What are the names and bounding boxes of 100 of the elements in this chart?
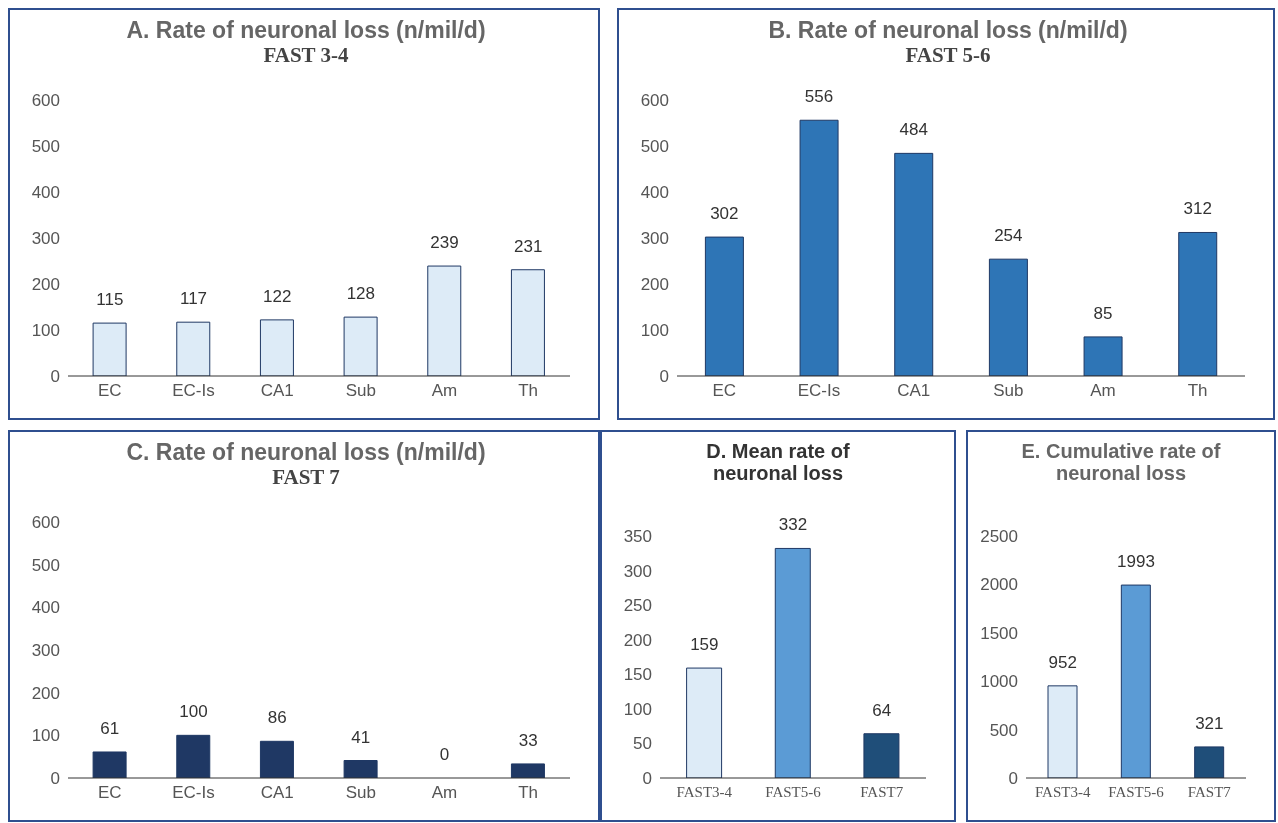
y-tick-label: 400 [640,183,669,203]
x-tick-label: Th [1187,381,1208,401]
y-tick-label: 50 [633,734,652,754]
x-tick-label: EC [712,381,737,401]
x-tick-label: EC-Is [797,381,841,401]
data-label: 239 [430,233,459,253]
x-tick-label: EC-Is [172,381,215,401]
y-tick-label: 500 [31,137,60,157]
y-tick-label: 600 [640,91,669,111]
y-tick-label: 500 [989,720,1018,740]
x-tick-label: FAST5-6 [765,783,822,800]
y-tick-label: 0 [1008,769,1018,789]
bar [510,269,545,376]
chart-subtitle: FAST 5-6 [904,43,992,69]
y-tick-label: 0 [659,367,669,387]
x-tick-label: FAST5-6 [1108,783,1165,800]
x-tick-label: Sub [345,381,376,401]
data-label: 122 [262,286,292,306]
y-tick-label: 0 [50,367,60,387]
y-tick-label: 100 [623,699,652,719]
data-label: 86 [267,708,287,728]
bar [863,733,900,778]
chart-title: B. Rate of neuronal loss (n/mil/d) [767,17,1129,44]
y-tick-label: 300 [640,229,669,249]
chart-subtitle: FAST 7 [271,465,341,491]
bar [92,322,127,376]
y-tick-label: 200 [31,275,60,295]
y-tick-label: 100 [31,321,60,341]
data-label: 117 [179,289,208,309]
chart-subtitle: FAST 3-4 [262,43,350,69]
y-tick-label: 0 [642,769,652,789]
chart-title: C. Rate of neuronal loss (n/mil/d) [125,439,487,466]
y-tick-label: 200 [31,683,60,703]
y-tick-label: 250 [623,596,652,616]
data-label: 321 [1195,713,1224,733]
data-label: 100 [179,702,208,722]
chart-title: E. Cumulative rate of neuronal loss [1020,440,1222,484]
x-tick-label: CA1 [260,783,294,803]
y-tick-label: 1000 [980,672,1018,692]
data-label: 33 [518,730,538,750]
bar [1178,231,1218,376]
x-tick-label: Sub [345,783,376,803]
data-label: 484 [899,120,928,140]
x-tick-label: EC-Is [172,783,215,803]
data-label: 556 [804,87,834,107]
x-tick-label: Th [518,783,539,803]
x-tick-label: FAST3-4 [1034,783,1091,800]
bar [1194,746,1225,778]
x-tick-label: Sub [993,381,1024,401]
bar [176,321,211,376]
data-label: 41 [351,727,371,747]
chart-title: D. Mean rate of neuronal loss [705,440,851,484]
data-label: 61 [100,718,120,738]
y-tick-label: 0 [50,769,60,789]
x-tick-label: Am [431,783,458,803]
bar [799,119,839,376]
x-tick-label: CA1 [260,381,294,401]
x-tick-label: EC [98,783,122,803]
y-tick-label: 600 [31,91,60,111]
bar [259,319,294,376]
y-tick-label: 350 [623,527,652,547]
y-tick-label: 100 [31,726,60,746]
data-label: 115 [96,290,124,310]
y-tick-label: 300 [31,641,60,661]
data-label: 1993 [1117,552,1155,572]
y-tick-label: 500 [640,137,669,157]
bar [774,547,811,778]
y-tick-label: 500 [31,555,60,575]
y-tick-label: 300 [623,561,652,581]
x-tick-label: EC [98,381,122,401]
y-tick-label: 300 [31,229,60,249]
data-label: 312 [1183,199,1212,219]
data-label: 128 [346,284,376,304]
data-label: 85 [1093,303,1113,323]
y-tick-label: 200 [640,275,669,295]
x-tick-label: CA1 [897,381,931,401]
data-label: 159 [690,635,719,655]
data-label: 0 [439,745,450,764]
bar [343,316,378,376]
bar [427,265,462,376]
data-label: 64 [872,700,892,720]
bar [1120,584,1151,778]
y-tick-label: 2000 [980,575,1018,595]
bar [1047,685,1078,778]
x-tick-label: FAST3-4 [676,783,733,800]
bar [1083,336,1123,376]
y-tick-label: 1500 [980,623,1018,643]
data-label: 332 [778,515,808,535]
y-tick-label: 200 [623,630,652,650]
data-label: 231 [513,236,543,256]
y-tick-label: 100 [640,321,669,341]
x-tick-label: Am [431,381,458,401]
chart-title: A. Rate of neuronal loss (n/mil/d) [125,17,487,44]
data-label: 254 [994,226,1023,246]
bar [704,236,744,376]
y-tick-label: 150 [623,665,652,685]
data-label: 302 [710,204,739,224]
y-tick-label: 400 [31,598,60,618]
y-tick-label: 400 [31,183,60,203]
x-tick-label: FAST7 [1187,783,1232,800]
